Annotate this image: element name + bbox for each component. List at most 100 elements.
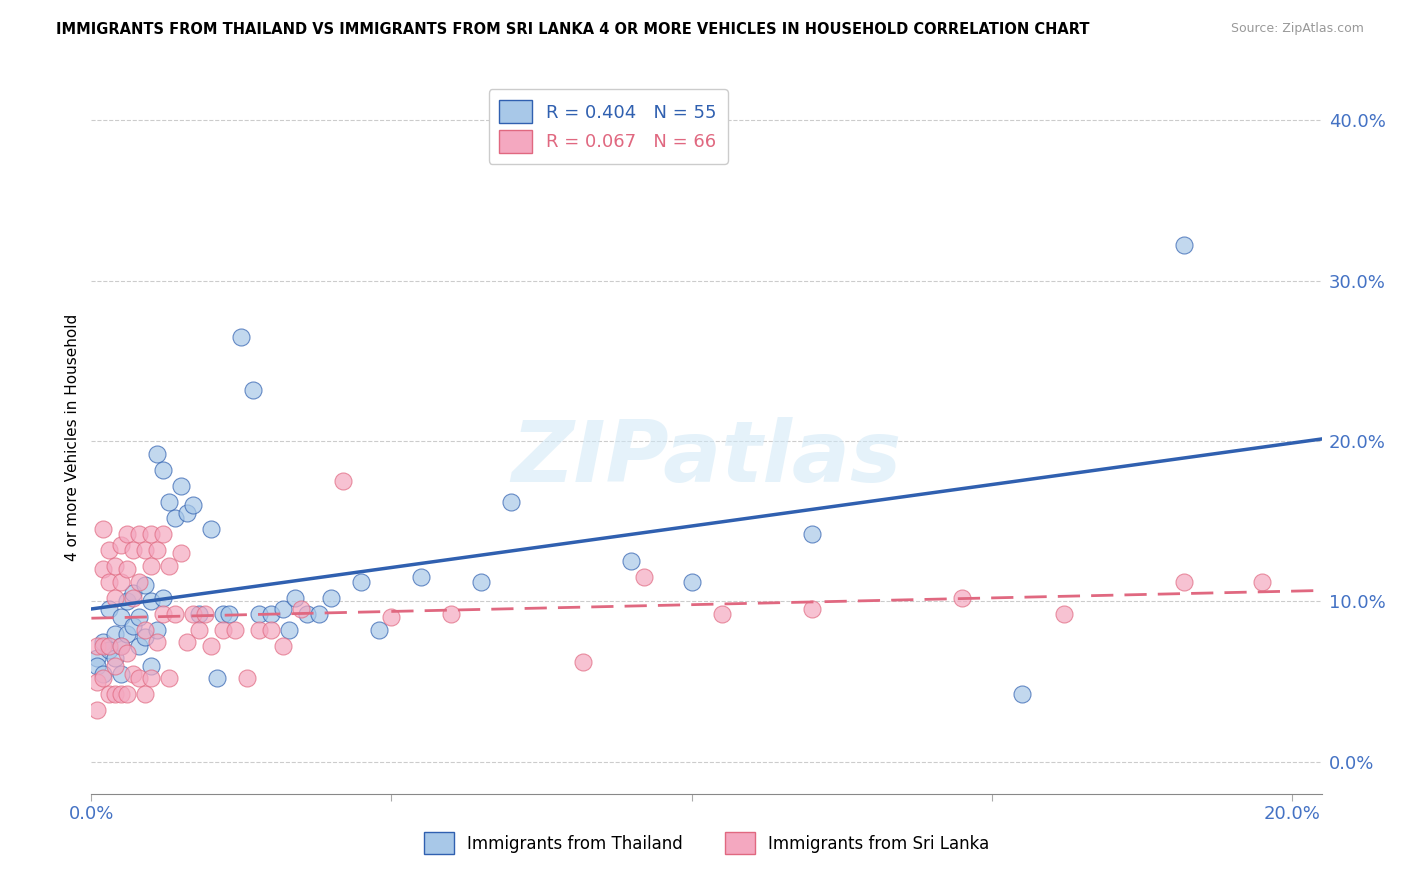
Point [290, 602, 312, 616]
Point [278, 624, 301, 638]
Point [800, 602, 823, 616]
Point [141, 594, 163, 608]
Point [134, 624, 156, 638]
Point [110, 688, 132, 702]
Point [93, 640, 115, 654]
Point [86, 640, 108, 654]
Point [308, 607, 330, 622]
Point [122, 586, 145, 600]
Point [146, 634, 169, 648]
Point [249, 624, 271, 638]
Point [122, 618, 145, 632]
Point [321, 591, 343, 606]
Point [104, 650, 127, 665]
Point [117, 646, 139, 660]
Point [86, 658, 108, 673]
Point [273, 602, 295, 616]
Point [800, 527, 823, 541]
Point [141, 559, 163, 574]
Point [194, 607, 217, 622]
Point [242, 383, 264, 397]
Text: Source: ZipAtlas.com: Source: ZipAtlas.com [1230, 22, 1364, 36]
Point [98, 640, 121, 654]
Point [93, 634, 115, 648]
Point [157, 672, 180, 686]
Point [152, 607, 174, 622]
Point [104, 591, 127, 606]
Text: IMMIGRANTS FROM THAILAND VS IMMIGRANTS FROM SRI LANKA 4 OR MORE VEHICLES IN HOUS: IMMIGRANTS FROM THAILAND VS IMMIGRANTS F… [56, 22, 1090, 37]
Point [117, 594, 139, 608]
Point [128, 610, 150, 624]
Point [212, 624, 235, 638]
Point [249, 607, 271, 622]
Point [152, 527, 174, 541]
Point [141, 527, 163, 541]
Point [110, 538, 132, 552]
Point [110, 575, 132, 590]
Point [1173, 238, 1195, 252]
Point [122, 666, 145, 681]
Point [104, 688, 127, 702]
Point [152, 591, 174, 606]
Point [260, 624, 283, 638]
Point [117, 527, 139, 541]
Point [231, 330, 253, 344]
Point [128, 640, 150, 654]
Point [128, 672, 150, 686]
Point [152, 463, 174, 477]
Point [110, 640, 132, 654]
Point [710, 607, 733, 622]
Point [110, 666, 132, 681]
Point [170, 479, 193, 493]
Point [297, 607, 319, 622]
Point [332, 474, 354, 488]
Point [1011, 688, 1033, 702]
Point [620, 554, 643, 568]
Point [134, 688, 156, 702]
Point [117, 688, 139, 702]
Point [176, 506, 198, 520]
Point [470, 575, 492, 590]
Point [128, 527, 150, 541]
Point [183, 498, 205, 512]
Point [104, 559, 127, 574]
Point [260, 607, 283, 622]
Point [284, 591, 307, 606]
Point [350, 575, 373, 590]
Point [236, 672, 259, 686]
Point [1052, 607, 1074, 622]
Point [141, 658, 163, 673]
Point [117, 562, 139, 576]
Point [141, 672, 163, 686]
Point [98, 543, 121, 558]
Point [146, 447, 169, 461]
Point [212, 607, 235, 622]
Point [188, 624, 211, 638]
Point [122, 591, 145, 606]
Point [411, 570, 433, 584]
Point [218, 607, 240, 622]
Point [134, 578, 156, 592]
Point [104, 626, 127, 640]
Point [572, 656, 595, 670]
Point [86, 650, 108, 665]
Point [950, 591, 973, 606]
Point [93, 522, 115, 536]
Point [122, 543, 145, 558]
Point [200, 522, 222, 536]
Point [110, 640, 132, 654]
Point [157, 495, 180, 509]
Point [1250, 575, 1272, 590]
Point [170, 546, 193, 560]
Point [110, 610, 132, 624]
Point [98, 642, 121, 657]
Point [86, 674, 108, 689]
Point [165, 607, 187, 622]
Point [93, 562, 115, 576]
Point [93, 666, 115, 681]
Point [134, 630, 156, 644]
Point [146, 624, 169, 638]
Point [146, 543, 169, 558]
Text: ZIPatlas: ZIPatlas [512, 417, 901, 500]
Y-axis label: 4 or more Vehicles in Household: 4 or more Vehicles in Household [65, 313, 80, 561]
